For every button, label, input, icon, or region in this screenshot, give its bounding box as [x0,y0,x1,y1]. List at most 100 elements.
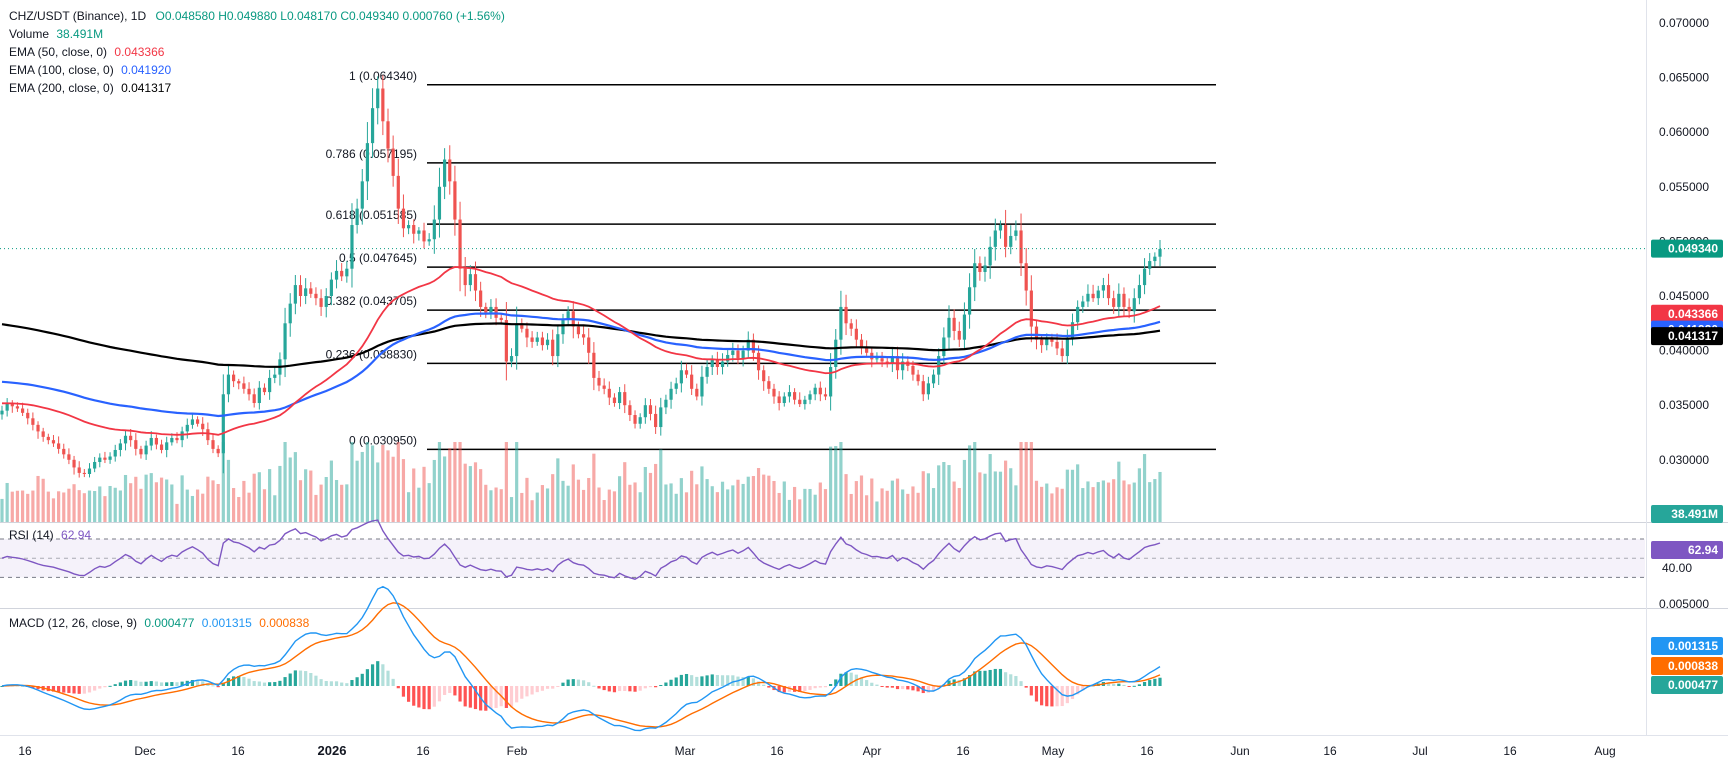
macd-histogram-bar [931,686,936,692]
ohlc-close: C0.049340 [340,9,400,23]
legend-macd[interactable]: MACD (12, 26, close, 9) 0.000477 0.00131… [9,614,309,632]
volume-bar [829,446,833,522]
fibonacci-retracement[interactable]: 1 (0.064340)0.786 (0.057195)0.618 (0.051… [326,69,1216,451]
macd-histogram-bar [319,679,323,686]
macd-histogram-bar [484,686,488,711]
macd-histogram-bar [149,681,153,686]
volume-bar [139,488,143,522]
macd-histogram-bar [57,686,61,693]
volume-bar [51,498,56,522]
time-axis-label: Jun [1230,744,1249,758]
volume-bar [1127,484,1131,522]
candle-body [551,339,555,357]
volume-bar [103,496,107,522]
macd-histogram-bar [849,672,853,686]
ema50-line [2,266,1161,436]
macd-histogram-bar [520,686,524,699]
volume-bar [1137,468,1142,522]
macd-histogram-bar [381,664,385,686]
candle-body [777,396,781,404]
volume-bar [448,448,452,522]
volume-bar [149,473,153,522]
macd-histogram-bar [309,672,313,686]
volume-bar [659,449,663,522]
candle-body [134,440,138,449]
candle-body [1101,285,1105,291]
ema-lines [0,248,1645,436]
candle-body [803,399,807,405]
macd-histogram-bar [628,686,632,692]
time-axis-label: 16 [1323,744,1337,758]
legend-volume[interactable]: Volume 38.491M [9,25,103,43]
ema100-value: 0.041920 [121,63,172,77]
ohlc-high: H0.049880 [218,9,277,23]
macd-histogram-bar [684,673,689,686]
volume-bar [370,445,375,522]
macd-histogram-bar [180,681,184,686]
macd-histogram-bar [139,681,143,686]
macd-histogram-bar [77,686,81,694]
legend-rsi[interactable]: RSI (14) 62.94 [9,526,91,544]
volume-bar [834,446,838,522]
macd-histogram-bar [463,686,467,707]
macd-histogram-bar [916,686,920,692]
candle-body [185,424,189,432]
macd-histogram-bar [242,676,246,686]
volume-bar [947,465,951,522]
macd-histogram-bar [304,671,308,686]
candle-body [566,311,570,321]
volume-bar [648,472,653,522]
candle-body [118,443,122,450]
volume-bar [772,480,776,522]
macd-histogram-bar [957,680,961,686]
candle-body [62,448,66,455]
volume-bar [237,497,241,522]
time-axis-label: Dec [134,744,155,758]
candle-body [360,181,364,209]
macd-histogram-bar [648,686,653,688]
volume-bar [216,484,220,522]
legend-ema200[interactable]: EMA (200, close, 0) 0.041317 [9,79,171,97]
candle-body [417,230,421,234]
macd-histogram-bar [365,669,370,686]
volume-bar [623,462,627,522]
macd-histogram-bar [257,681,261,686]
macd-histogram-bar [1122,684,1126,686]
candle-body [26,412,30,419]
macd-signal-tag: 0.000838 [1668,659,1718,673]
candle-body [710,359,714,367]
volume-bar [10,491,14,522]
candle-body [772,388,776,397]
legend-ema100[interactable]: EMA (100, close, 0) 0.041920 [9,61,171,79]
candle-body [787,392,792,397]
rsi-line [1,519,1161,580]
volume-bar [473,462,478,522]
macd-histogram-bar [726,675,730,686]
volume-bar [684,492,689,522]
macd-histogram-bar [597,686,601,689]
candlesticks [0,75,1162,478]
candle-body [314,293,318,299]
macd-histogram-bar [535,686,539,693]
candle-body [1076,306,1080,323]
candle-body [602,385,606,389]
macd-histogram-bar [885,686,889,688]
macd-histogram-bar [370,664,375,686]
candle-body [355,208,359,226]
macd-histogram-bar [458,686,462,702]
candle-body [726,354,730,362]
volume-bar [782,481,786,522]
candle-body [1096,290,1100,299]
volume-bar [20,490,25,522]
candle-body [144,445,148,455]
macd-histogram-bar [0,686,4,687]
volume-bar [870,478,874,522]
volume-bar [154,482,158,522]
volume-bar [221,442,225,522]
legend-ema50[interactable]: EMA (50, close, 0) 0.043366 [9,43,164,61]
macd-histogram-bar [906,686,910,690]
macd-histogram-bar [1142,681,1147,686]
candle-body [818,387,822,395]
